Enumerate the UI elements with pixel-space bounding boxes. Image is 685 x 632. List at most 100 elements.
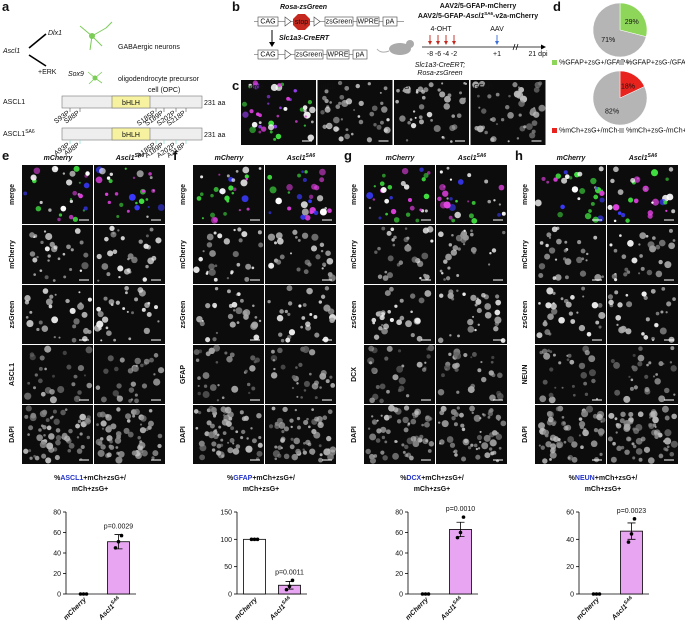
- data-point: [591, 592, 596, 596]
- cell-blob: [145, 264, 149, 269]
- cell-blob: [289, 418, 294, 423]
- cell-blob: [384, 198, 390, 204]
- legend-swatch: [619, 128, 624, 133]
- cell-blob: [230, 271, 233, 275]
- cell-blob: [52, 374, 55, 378]
- cell-blob: [633, 385, 638, 390]
- cell-blob: [613, 361, 620, 369]
- data-point: [249, 537, 254, 542]
- cell-blob: [196, 315, 203, 323]
- cell-blob: [404, 453, 409, 458]
- cell-blob: [670, 440, 678, 448]
- cell-blob: [405, 394, 410, 398]
- label: pA: [386, 19, 395, 26]
- cell-blob: [107, 355, 114, 362]
- cell-blob: [245, 445, 253, 453]
- cell-blob: [258, 130, 262, 134]
- cell-blob: [564, 275, 569, 280]
- cell-blob: [135, 201, 138, 205]
- cell-blob: [369, 111, 375, 117]
- cell-blob: [33, 454, 36, 458]
- cell-blob: [561, 177, 568, 184]
- cell-blob: [451, 415, 456, 421]
- cell-blob: [193, 349, 200, 355]
- cell-blob: [222, 431, 227, 435]
- construct-box: [382, 16, 398, 27]
- cell-blob: [52, 409, 57, 414]
- cell-blob: [586, 252, 589, 256]
- cell-blob: [300, 346, 306, 352]
- cell-blob: [542, 379, 548, 385]
- x-tick-label: Ascl1SA6: [438, 595, 465, 622]
- cell-blob: [440, 405, 447, 412]
- cell-blob: [118, 275, 121, 279]
- cell-blob: [28, 449, 32, 453]
- chart-title: %DCX+mCh+zsG+/: [400, 475, 464, 482]
- cell-blob: [372, 198, 376, 201]
- cell-blob: [301, 208, 309, 216]
- cell-blob: [112, 390, 119, 397]
- cell-blob: [45, 298, 53, 306]
- cell-blob: [518, 86, 525, 93]
- cell-blob: [241, 195, 249, 203]
- chart-title: +mCh+zsG+/: [252, 475, 295, 482]
- cell-blob: [484, 311, 492, 319]
- cell-blob: [613, 248, 618, 253]
- cell-blob: [303, 389, 307, 392]
- cell-blob: [151, 188, 156, 193]
- cell-blob: [651, 336, 655, 341]
- data-point: [597, 592, 602, 596]
- cell-blob: [463, 438, 469, 444]
- cell-blob: [378, 216, 382, 220]
- cell-blob: [353, 109, 356, 112]
- cell-blob: [146, 215, 149, 218]
- cell-blob: [529, 132, 536, 139]
- cell-blob: [673, 393, 676, 396]
- cell-blob: [337, 80, 343, 86]
- cell-blob: [151, 456, 155, 460]
- cell-blob: [494, 309, 501, 316]
- cell-blob: [103, 296, 108, 301]
- cell-blob: [552, 353, 556, 357]
- cell-blob: [344, 85, 350, 91]
- cell-blob: [648, 416, 652, 419]
- cell-blob: [287, 191, 291, 194]
- cell-blob: [220, 406, 227, 413]
- cell-blob: [487, 410, 494, 417]
- cell-blob: [126, 310, 129, 313]
- cell-blob: [267, 124, 275, 131]
- cell-blob: [72, 324, 77, 329]
- cell-blob: [419, 434, 424, 439]
- cell-blob: [410, 435, 417, 442]
- cell-blob: [552, 276, 557, 280]
- cell-blob: [369, 453, 375, 460]
- cell-blob: [274, 241, 277, 245]
- cell-blob: [536, 332, 543, 339]
- cell-blob: [24, 295, 31, 302]
- cell-blob: [658, 239, 666, 247]
- cell-blob: [198, 256, 203, 262]
- cell-blob: [409, 455, 414, 461]
- cell-blob: [378, 326, 383, 331]
- cell-blob: [116, 395, 120, 398]
- cell-blob: [639, 232, 647, 239]
- cell-blob: [414, 317, 421, 324]
- cell-blob: [546, 287, 554, 295]
- cell-blob: [563, 249, 568, 253]
- cell-blob: [70, 248, 74, 252]
- cell-blob: [140, 415, 147, 422]
- cell-blob: [491, 248, 497, 253]
- cell-blob: [193, 266, 200, 273]
- cell-blob: [69, 267, 73, 272]
- cell-blob: [157, 204, 165, 211]
- cell-blob: [26, 319, 34, 328]
- cell-blob: [25, 316, 29, 319]
- cell-blob: [368, 345, 375, 352]
- label: WPRE: [328, 52, 349, 59]
- cell-blob: [500, 420, 507, 427]
- cell-blob: [445, 253, 452, 261]
- cell-blob: [654, 425, 657, 429]
- y-tick-label: 0: [228, 592, 232, 599]
- cell-blob: [481, 376, 487, 383]
- cell-blob: [419, 276, 422, 280]
